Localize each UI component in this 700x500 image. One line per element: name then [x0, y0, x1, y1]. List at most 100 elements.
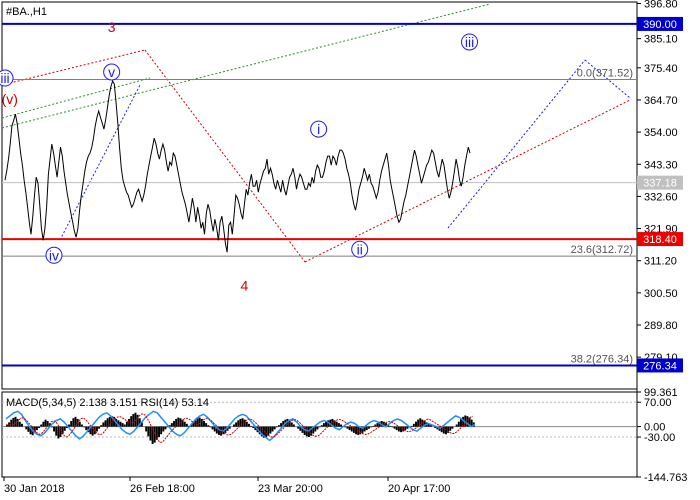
- wave-label: iii: [465, 34, 474, 50]
- macd-histogram-bar: [181, 419, 184, 427]
- indicator-y-tick-label: 0.00: [644, 422, 665, 434]
- macd-histogram-bar: [164, 426, 167, 430]
- macd-histogram-bar: [215, 426, 218, 434]
- macd-histogram-bar: [95, 426, 98, 432]
- macd-histogram-bar: [59, 426, 62, 438]
- macd-histogram-bar: [301, 426, 304, 433]
- macd-histogram-bar: [16, 418, 19, 427]
- macd-histogram-bar: [162, 426, 165, 432]
- macd-histogram-bar: [123, 424, 126, 427]
- trend-line-green-lower: [1, 77, 151, 119]
- y-tick-label: 300.50: [644, 288, 678, 300]
- macd-label: MACD(5,34,5) 2.138 3.151 RSI(14) 53.14: [6, 397, 209, 409]
- x-tick-label: 23 Mar 20:00: [258, 483, 323, 495]
- indicator-y-tick-label: -30.00: [644, 432, 675, 444]
- macd-histogram-bar: [265, 426, 268, 438]
- current-price-tag: [637, 175, 683, 190]
- current-price-label: 337.18: [643, 178, 677, 190]
- macd-histogram-bar: [412, 423, 415, 427]
- macd-histogram-bar: [10, 419, 13, 427]
- wave-label-circle: [0, 69, 14, 87]
- macd-histogram-bar: [280, 423, 283, 427]
- macd-histogram-bar: [209, 426, 212, 428]
- macd-histogram-bar: [451, 426, 454, 429]
- macd-histogram-bar: [233, 424, 235, 427]
- macd-histogram-bar: [74, 416, 77, 427]
- macd-histogram-bar: [55, 426, 58, 436]
- macd-histogram-bar: [333, 420, 336, 427]
- macd-histogram-bar: [237, 420, 240, 427]
- macd-histogram-bar: [273, 426, 276, 430]
- wave-label: iv: [49, 247, 59, 263]
- macd-histogram-bar: [340, 424, 343, 427]
- macd-histogram-bar: [378, 421, 381, 427]
- macd-histogram-bar: [89, 426, 92, 435]
- macd-histogram-bar: [18, 421, 21, 427]
- macd-histogram-bar: [29, 426, 32, 435]
- macd-histogram-bar: [235, 422, 238, 427]
- macd-histogram-bar: [65, 426, 68, 428]
- macd-histogram-bar: [305, 426, 308, 437]
- macd-histogram-bar: [290, 422, 293, 427]
- macd-histogram-bar: [260, 426, 263, 437]
- macd-histogram-bar: [205, 423, 208, 427]
- macd-histogram-bar: [98, 426, 101, 429]
- macd-histogram-bar: [57, 426, 60, 439]
- macd-histogram-bar: [462, 416, 465, 427]
- macd-histogram-bar: [423, 421, 426, 427]
- macd-histogram-bar: [20, 423, 23, 427]
- macd-histogram-bar: [119, 421, 122, 427]
- macd-histogram-bar: [128, 418, 130, 427]
- wave-label-circle: [45, 246, 63, 264]
- macd-histogram-bar: [335, 421, 338, 427]
- macd-histogram-bar: [218, 426, 220, 435]
- macd-histogram-bar: [85, 426, 88, 431]
- macd-histogram-bar: [213, 426, 216, 432]
- macd-histogram-bar: [117, 420, 120, 427]
- x-tick-label: 30 Jan 2018: [4, 483, 65, 495]
- macd-histogram-bar: [153, 426, 156, 443]
- indicator-y-tick-label: -144.763: [644, 472, 687, 484]
- macd-histogram-bar: [350, 426, 353, 432]
- macd-histogram-bar: [100, 425, 103, 427]
- wave-line-ii-iii: [447, 59, 586, 229]
- macd-histogram-bar: [374, 424, 377, 427]
- macd-histogram-bar: [168, 425, 171, 427]
- macd-histogram-bar: [145, 426, 148, 432]
- macd-histogram-bar: [247, 423, 250, 427]
- macd-histogram-bar: [228, 426, 231, 429]
- wave-label-circle: [351, 240, 369, 258]
- macd-histogram-bar: [327, 420, 330, 427]
- wave-label: iii: [0, 70, 9, 86]
- macd-histogram-bar: [410, 425, 413, 427]
- macd-histogram-bar: [406, 426, 409, 429]
- macd-histogram-bar: [48, 423, 51, 427]
- wave-label-circle: [310, 120, 328, 138]
- level-label-support-2: 276.34: [643, 360, 677, 372]
- macd-histogram-bar: [346, 426, 349, 429]
- macd-histogram-bar: [380, 421, 383, 427]
- macd-histogram-bar: [361, 426, 364, 433]
- indicator-y-tick-label: 99.361: [644, 387, 678, 399]
- wave-label: v: [108, 64, 115, 80]
- macd-histogram-bar: [258, 426, 261, 435]
- macd-histogram-bar: [44, 419, 47, 427]
- macd-histogram-bar: [466, 416, 469, 427]
- macd-histogram-bar: [277, 425, 280, 427]
- macd-histogram-bar: [102, 422, 105, 427]
- macd-histogram-bar: [185, 423, 188, 427]
- y-tick-label: 354.00: [644, 127, 678, 139]
- macd-histogram-bar: [183, 421, 186, 427]
- wave-line-iv-v: [59, 84, 141, 241]
- macd-histogram-bar: [436, 426, 439, 430]
- macd-histogram-bar: [12, 417, 15, 427]
- macd-histogram-bar: [262, 426, 265, 438]
- macd-histogram-bar: [318, 426, 321, 428]
- macd-histogram-bar: [46, 421, 49, 427]
- macd-histogram-bar: [275, 426, 278, 428]
- macd-histogram-bar: [320, 425, 323, 427]
- macd-histogram-bar: [370, 426, 372, 428]
- macd-histogram-bar: [447, 426, 450, 433]
- macd-histogram-bar: [310, 426, 313, 436]
